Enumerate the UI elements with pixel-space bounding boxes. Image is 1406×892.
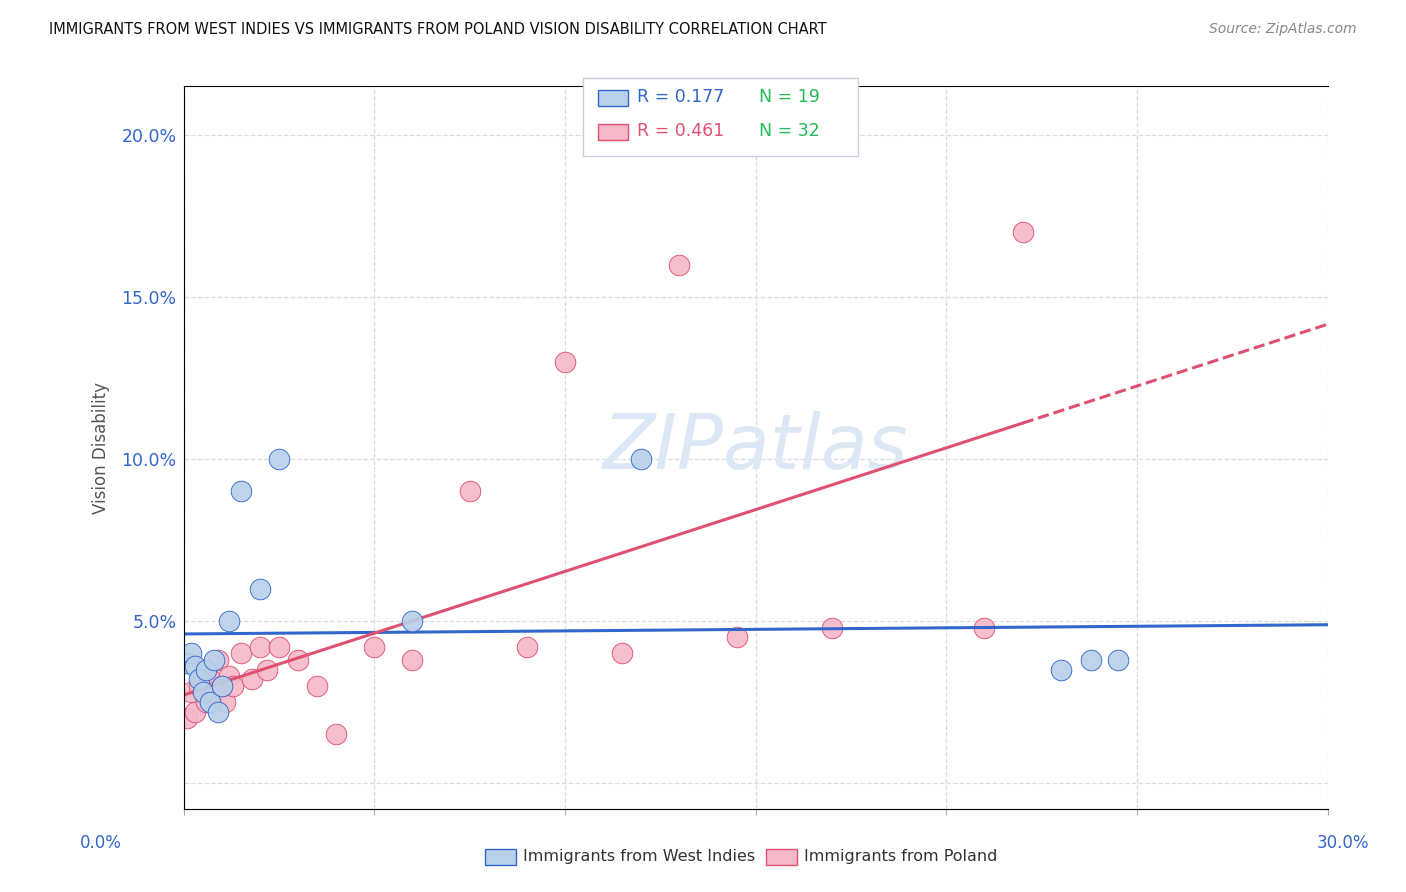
Point (202, 653, 225, 667)
Point (218, 669, 240, 683)
Point (214, 695, 236, 709)
Point (1049, 663, 1071, 677)
Text: ZIPatlas: ZIPatlas (603, 410, 908, 484)
Point (458, 484, 481, 499)
Point (202, 685, 225, 699)
Y-axis label: Vision Disability: Vision Disability (93, 382, 110, 514)
Point (256, 663, 278, 677)
Point (187, 673, 209, 687)
Point (516, 640, 538, 654)
Point (821, 621, 844, 635)
Point (218, 614, 240, 628)
Point (249, 640, 271, 654)
Text: Source: ZipAtlas.com: Source: ZipAtlas.com (1209, 22, 1357, 37)
Point (200, 673, 222, 687)
Text: N = 19: N = 19 (759, 88, 820, 106)
Point (207, 653, 229, 667)
Text: IMMIGRANTS FROM WEST INDIES VS IMMIGRANTS FROM POLAND VISION DISABILITY CORRELAT: IMMIGRANTS FROM WEST INDIES VS IMMIGRANT… (49, 22, 827, 37)
Text: 30.0%: 30.0% (1316, 834, 1369, 852)
Point (267, 452, 290, 467)
Point (668, 258, 690, 272)
Point (240, 673, 263, 687)
Text: R = 0.461: R = 0.461 (637, 122, 724, 140)
Point (176, 711, 198, 725)
Point (267, 640, 290, 654)
Point (229, 484, 252, 499)
Point (200, 695, 222, 709)
Text: N = 32: N = 32 (759, 122, 820, 140)
Point (184, 705, 207, 719)
Point (1080, 653, 1102, 667)
Text: 0.0%: 0.0% (80, 834, 122, 852)
Text: Immigrants from West Indies: Immigrants from West Indies (523, 849, 755, 863)
Point (610, 647, 633, 661)
Point (195, 663, 218, 677)
Point (305, 679, 328, 693)
Point (401, 614, 423, 628)
Point (187, 679, 209, 693)
Point (222, 679, 245, 693)
Point (1107, 653, 1129, 667)
Point (630, 452, 652, 467)
Point (229, 647, 252, 661)
Text: R = 0.177: R = 0.177 (637, 88, 724, 106)
Point (1011, 225, 1033, 239)
Point (363, 640, 385, 654)
Point (211, 679, 233, 693)
Point (180, 685, 202, 699)
Point (401, 653, 423, 667)
Point (973, 621, 995, 635)
Point (176, 656, 198, 670)
Point (207, 705, 229, 719)
Point (554, 355, 576, 369)
Point (191, 685, 214, 699)
Point (191, 663, 214, 677)
Point (211, 679, 233, 693)
Point (725, 630, 748, 644)
Point (195, 695, 218, 709)
Point (180, 647, 202, 661)
Point (287, 653, 309, 667)
Text: Immigrants from Poland: Immigrants from Poland (804, 849, 998, 863)
Point (325, 727, 347, 741)
Point (184, 659, 207, 673)
Point (249, 582, 271, 596)
